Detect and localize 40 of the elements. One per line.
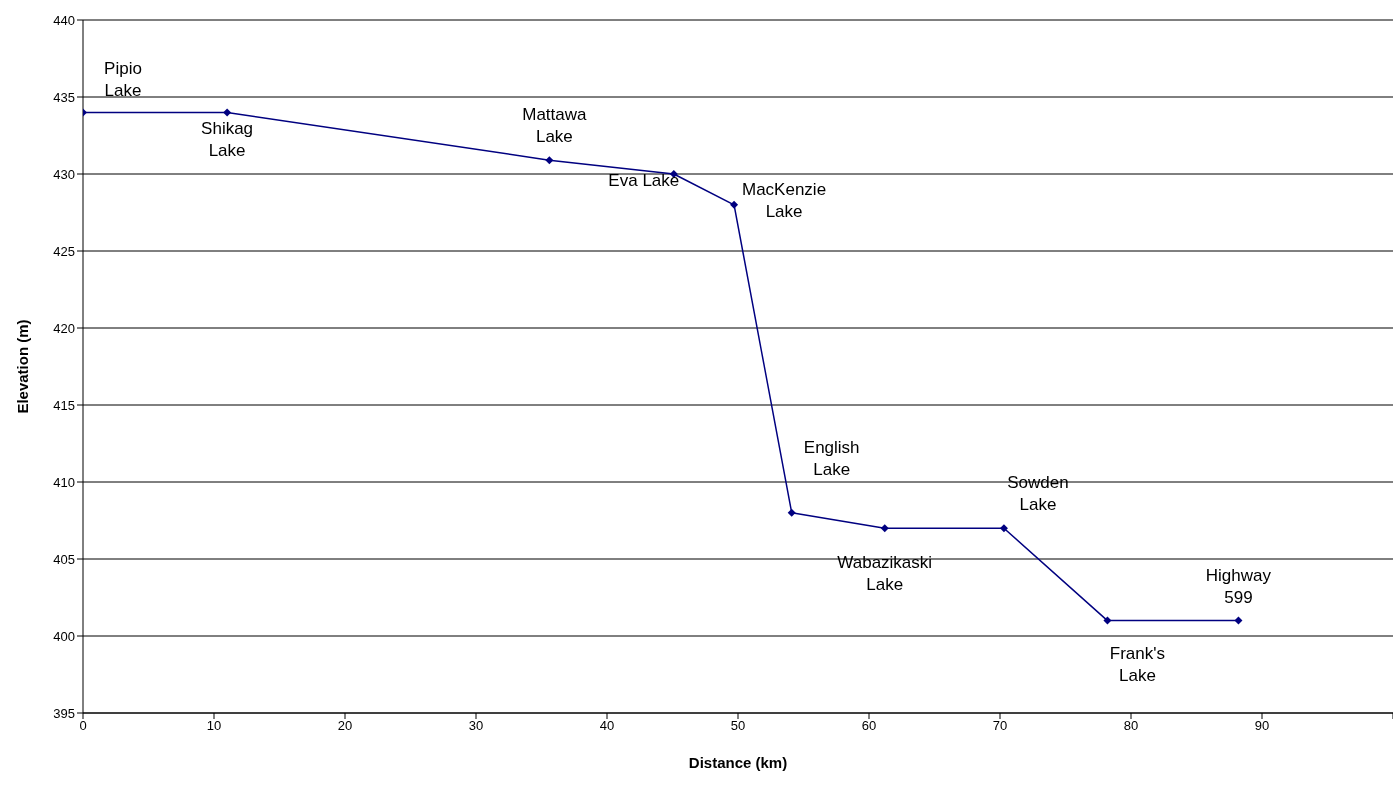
- y-tick-label: 400: [53, 628, 75, 644]
- y-tick-label: 395: [53, 705, 75, 721]
- annotation: Wabazikaski Lake: [837, 553, 933, 595]
- annotation: Highway 599: [1205, 565, 1272, 607]
- point: [787, 508, 796, 517]
- x-tick-label: 20: [337, 718, 353, 734]
- x-axis-title: Distance (km): [688, 754, 788, 771]
- point: [223, 108, 232, 117]
- y-tick-label: 420: [53, 320, 75, 336]
- y-tick-label: 435: [53, 89, 75, 105]
- annotation: Frank's Lake: [1109, 643, 1166, 685]
- point: [1103, 616, 1112, 625]
- annotation: Eva Lake: [608, 171, 680, 190]
- x-tick-label: 80: [1123, 718, 1139, 734]
- point: [880, 524, 889, 533]
- annotation: Shikag Lake: [201, 119, 254, 161]
- point: [999, 524, 1008, 533]
- y-tick-label: 415: [53, 397, 75, 413]
- x-tick-label: 40: [599, 718, 615, 734]
- x-tick-label: 50: [730, 718, 746, 734]
- annotation: Pipio Lake: [104, 59, 142, 101]
- x-tick-label: 70: [992, 718, 1008, 734]
- point: [545, 156, 554, 165]
- annotation: MacKenzie Lake: [742, 179, 827, 221]
- x-tick-label: 60: [861, 718, 877, 734]
- point: [1234, 616, 1243, 625]
- x-tick-label: 90: [1254, 718, 1270, 734]
- x-tick-label: 30: [468, 718, 484, 734]
- point: [730, 200, 739, 209]
- y-tick-label: 405: [53, 551, 75, 567]
- x-tick-label: 0: [79, 718, 87, 734]
- annotation: Mattawa Lake: [522, 105, 588, 147]
- y-tick-label: 430: [53, 166, 75, 182]
- annotation: English Lake: [803, 437, 860, 479]
- y-tick-label: 410: [53, 474, 75, 490]
- annotation: Sowden Lake: [1007, 473, 1069, 515]
- x-tick-label: 10: [206, 718, 222, 734]
- y-axis-title: Elevation (m): [14, 319, 32, 414]
- y-tick-label: 440: [53, 12, 75, 28]
- y-tick-label: 425: [53, 243, 75, 259]
